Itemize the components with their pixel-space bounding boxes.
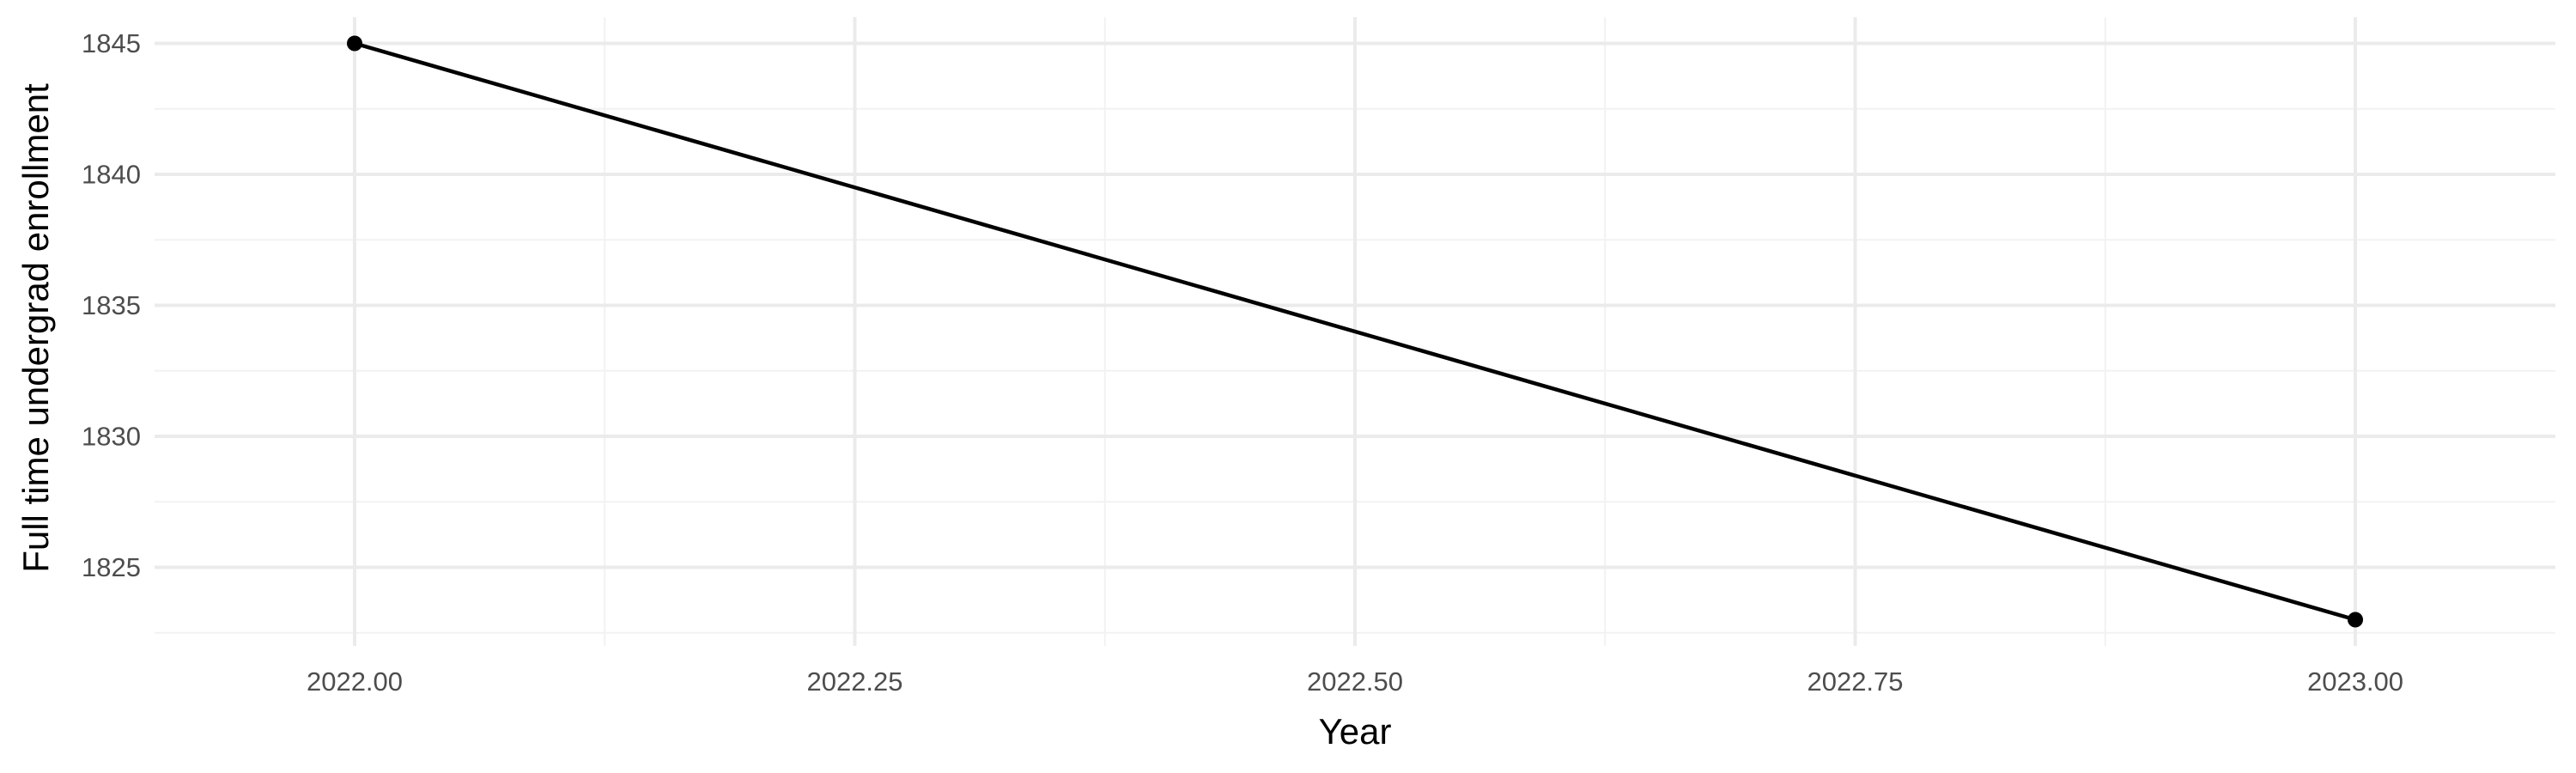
- y-tick-label: 1825: [82, 552, 141, 582]
- y-tick-label: 1845: [82, 28, 141, 58]
- x-tick-label: 2022.25: [806, 666, 902, 697]
- x-axis-tick-labels: 2022.00 2022.25 2022.50 2022.75 2023.00: [307, 666, 2403, 697]
- x-tick-label: 2022.75: [1807, 666, 1903, 697]
- y-axis-title: Full time undergrad enrollment: [15, 83, 56, 573]
- y-tick-label: 1835: [82, 290, 141, 320]
- major-gridlines: [155, 17, 2555, 646]
- data-point: [347, 35, 362, 52]
- data-series: [347, 35, 2363, 628]
- y-tick-label: 1830: [82, 422, 141, 452]
- x-tick-label: 2022.00: [307, 666, 403, 697]
- data-point: [2348, 612, 2363, 628]
- x-tick-label: 2022.50: [1307, 666, 1403, 697]
- y-tick-label: 1840: [82, 160, 141, 190]
- x-axis-title: Year: [1319, 711, 1392, 752]
- y-axis-tick-labels: 1825 1830 1835 1840 1845: [82, 28, 141, 582]
- series-line: [354, 41, 2356, 622]
- x-tick-label: 2023.00: [2307, 666, 2403, 697]
